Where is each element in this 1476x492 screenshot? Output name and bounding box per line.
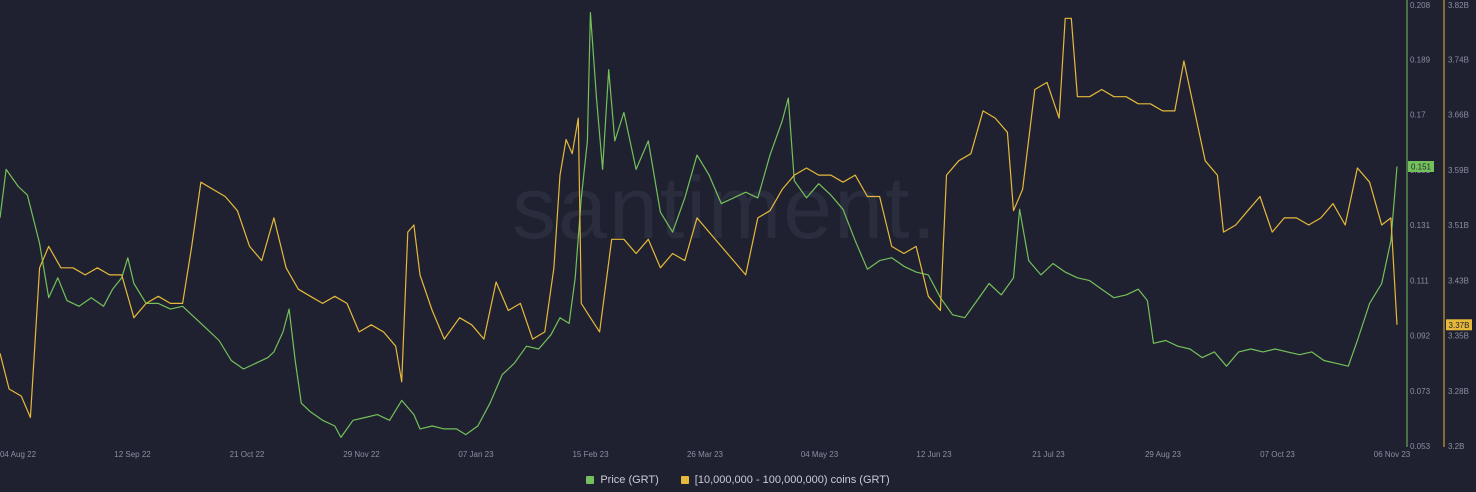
x-tick-label: 06 Nov 23 — [1374, 450, 1411, 459]
price-tick-label: 0.092 — [1410, 332, 1431, 341]
x-tick-label: 12 Jun 23 — [916, 450, 952, 459]
holdings-tick-label: 3.2B — [1448, 442, 1464, 451]
x-tick-label: 29 Aug 23 — [1145, 450, 1182, 459]
price-tick-label: 0.208 — [1410, 1, 1431, 10]
x-tick-label: 26 Mar 23 — [687, 450, 724, 459]
legend-swatch-price — [586, 476, 595, 484]
holdings-axis: 3.82B 3.74B 3.66B 3.59B 3.51B 3.43B 3.35B 3.28B… — [1448, 1, 1469, 451]
x-tick-label: 07 Jan 23 — [458, 450, 494, 459]
legend-label-holdings: [10,000,000 - 100,000,000) coins (GRT) — [694, 474, 890, 486]
x-tick-label: 04 Aug 22 — [0, 450, 37, 459]
price-tick-label: 0.189 — [1410, 55, 1431, 64]
x-tick-label: 12 Sep 22 — [114, 450, 151, 459]
x-tick-label: 21 Oct 22 — [230, 450, 265, 459]
x-tick-label: 21 Jul 23 — [1032, 450, 1065, 459]
x-tick-label: 29 Nov 22 — [343, 450, 380, 459]
price-tick-label: 0.131 — [1410, 221, 1431, 230]
current-price-label: 0.151 — [1411, 163, 1432, 172]
current-holdings-label: 3.37B — [1449, 321, 1470, 330]
holdings-tick-label: 3.43B — [1448, 276, 1469, 285]
price-axis: 0.208 0.189 0.17 0.151 0.131 0.111 0.092 0.073 0… — [1410, 1, 1431, 451]
holdings-tick-label: 3.51B — [1448, 221, 1469, 230]
watermark: santiment. — [512, 158, 938, 257]
x-tick-label: 15 Feb 23 — [572, 450, 609, 459]
price-tick-label: 0.17 — [1410, 111, 1426, 120]
price-tick-label: 0.073 — [1410, 387, 1431, 396]
holdings-tick-label: 3.74B — [1448, 55, 1469, 64]
legend-swatch-holdings — [680, 476, 689, 484]
holdings-tick-label: 3.82B — [1448, 1, 1469, 10]
holdings-tick-label: 3.59B — [1448, 166, 1469, 175]
legend-item-holdings[interactable]: [10,000,000 - 100,000,000) coins (GRT) — [680, 474, 890, 486]
current-price-badge: 0.151 — [1408, 161, 1434, 172]
series-lines — [0, 12, 1398, 438]
holdings-tick-label: 3.28B — [1448, 387, 1469, 396]
chart: santiment. 0.208 0.189 0.17 0.151 0.131 0.111… — [0, 0, 1472, 459]
holdings-tick-label: 3.66B — [1448, 111, 1469, 120]
price-tick-label: 0.111 — [1410, 276, 1429, 285]
current-holdings-badge: 3.37B — [1446, 319, 1472, 331]
legend-item-price[interactable]: Price (GRT) — [586, 474, 659, 486]
holdings-line — [0, 17, 1398, 419]
price-line — [0, 12, 1398, 438]
legend-label-price: Price (GRT) — [600, 474, 659, 486]
x-axis: 04 Aug 22 12 Sep 22 21 Oct 22 29 Nov 22 07 J… — [0, 450, 1411, 459]
price-tick-label: 0.053 — [1410, 442, 1431, 451]
holdings-tick-label: 3.35B — [1448, 332, 1469, 341]
x-tick-label: 07 Oct 23 — [1260, 450, 1295, 459]
legend: Price (GRT) [10,000,000 - 100,000,000) c… — [0, 474, 1476, 486]
x-tick-label: 04 May 23 — [801, 450, 839, 459]
